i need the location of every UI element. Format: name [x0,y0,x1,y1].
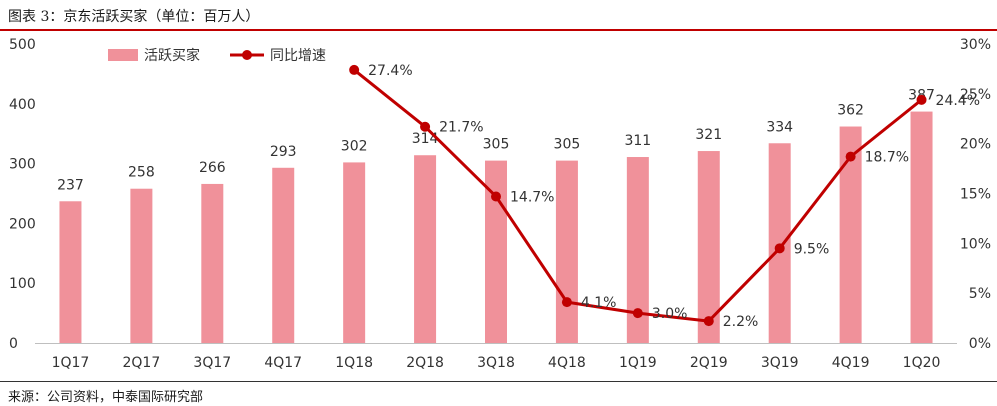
bar-value-label: 334 [766,119,793,135]
y-right-tick-label: 10% [960,236,991,252]
bar-value-label: 305 [554,137,581,153]
growth-value-label: 2.2% [723,314,759,330]
legend-bar-swatch [108,49,138,61]
x-tick-label: 2Q18 [406,355,444,371]
bar [839,126,862,343]
growth-value-label: 3.0% [652,306,688,322]
y-left-tick-label: 200 [9,216,36,232]
bar-value-label: 266 [199,160,226,176]
bar-value-label: 302 [341,138,368,154]
bar-value-label: 237 [57,177,84,193]
growth-point [491,191,501,202]
growth-point [703,316,714,327]
y-left-tick-label: 400 [9,97,36,113]
bar [626,157,649,343]
y-left-tick-label: 100 [9,276,36,292]
growth-value-label: 24.4% [936,93,980,109]
y-left-tick-label: 300 [9,157,36,173]
x-tick-label: 1Q19 [619,355,657,371]
x-tick-label: 3Q17 [193,355,231,371]
bar [130,188,153,343]
growth-value-label: 18.7% [865,150,909,166]
y-right-tick-label: 0% [969,336,991,352]
growth-value-label: 27.4% [368,63,412,79]
x-tick-label: 4Q18 [548,355,586,371]
legend-line-marker [242,50,252,60]
x-tick-label: 1Q17 [52,355,90,371]
legend-bar-label: 活跃买家 [144,47,200,64]
y-left-tick-label: 0 [9,336,18,352]
bar-value-label: 293 [270,144,297,160]
x-tick-label: 4Q19 [832,355,870,371]
title-rule [0,29,997,31]
bar-value-label: 314 [412,131,439,147]
growth-point [845,151,856,162]
y-right-tick-label: 30% [960,37,991,53]
bar [555,160,578,343]
bar [272,167,295,343]
source-note: 来源：公司资料，中泰国际研究部 [8,390,204,405]
title-bar: 图表 3：京东活跃买家（单位：百万人） [0,0,997,31]
bar [201,183,224,343]
growth-value-label: 9.5% [794,241,830,257]
source-rule [0,381,997,382]
growth-point [349,64,360,75]
legend-line-label: 同比增速 [270,48,326,64]
bar-value-label: 362 [837,103,864,119]
x-tick-label: 2Q17 [123,355,161,371]
bar [343,162,366,343]
bar-value-label: 321 [695,127,722,143]
x-tick-label: 3Q18 [477,355,515,371]
bar-value-label: 258 [128,165,155,181]
growth-point [561,297,572,308]
bar [414,155,437,343]
x-tick-label: 4Q17 [264,355,302,371]
x-tick-label: 3Q19 [761,355,799,371]
x-tick-label: 1Q20 [903,355,941,371]
bar [59,201,82,343]
y-right-tick-label: 15% [960,187,991,203]
growth-value-label: 14.7% [510,189,554,205]
growth-point [916,94,927,105]
bar-value-label: 311 [624,133,651,149]
x-tick-label: 2Q19 [690,355,728,371]
growth-point [632,308,643,319]
y-right-tick-label: 25% [960,87,991,103]
growth-point [774,243,785,254]
bar-value-label: 305 [483,137,510,153]
bar [910,111,933,343]
y-right-tick-label: 20% [960,137,991,153]
bar [768,143,791,343]
growth-value-label: 21.7% [439,120,483,136]
x-tick-label: 1Q18 [335,355,373,371]
chart-title: 图表 3：京东活跃买家（单位：百万人） [8,9,260,25]
y-right-tick-label: 5% [969,286,991,302]
growth-value-label: 4.1% [581,295,617,311]
bar [697,151,720,343]
y-left-tick-label: 500 [9,37,36,53]
growth-point [420,121,431,132]
